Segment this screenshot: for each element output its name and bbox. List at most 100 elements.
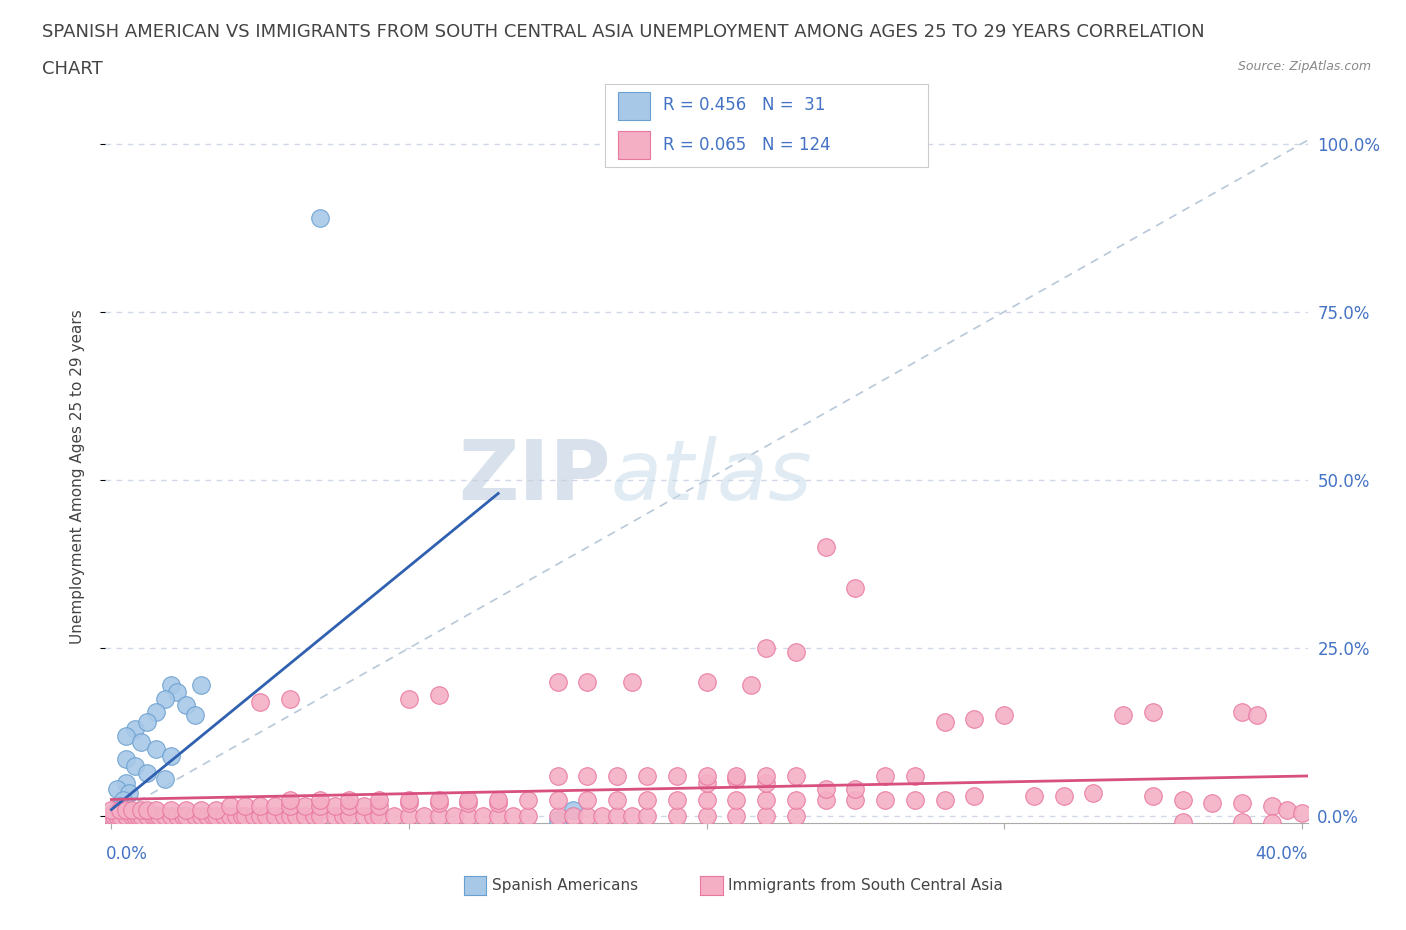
- Point: [1261, 799, 1284, 814]
- Point: [427, 688, 450, 703]
- Point: [547, 768, 569, 783]
- Point: [127, 809, 149, 824]
- Point: [145, 803, 167, 817]
- Point: [1201, 795, 1223, 810]
- Point: [105, 782, 128, 797]
- Point: [219, 799, 242, 814]
- Point: [233, 799, 256, 814]
- Point: [398, 795, 420, 810]
- Point: [695, 792, 717, 807]
- Point: [606, 809, 628, 824]
- Point: [115, 751, 138, 766]
- Point: [1230, 795, 1253, 810]
- Point: [486, 809, 509, 824]
- Point: [153, 772, 176, 787]
- Point: [576, 792, 599, 807]
- Point: [814, 539, 837, 554]
- Point: [323, 799, 346, 814]
- Point: [368, 799, 391, 814]
- Point: [547, 812, 569, 827]
- Point: [264, 809, 287, 824]
- Point: [339, 792, 361, 807]
- Point: [278, 792, 301, 807]
- Point: [100, 807, 122, 822]
- Point: [427, 809, 450, 824]
- Point: [993, 708, 1015, 723]
- Point: [695, 776, 717, 790]
- Point: [636, 768, 658, 783]
- Point: [457, 795, 479, 810]
- Point: [115, 803, 138, 817]
- Point: [1112, 708, 1135, 723]
- Text: Immigrants from South Central Asia: Immigrants from South Central Asia: [728, 878, 1004, 893]
- Point: [264, 799, 287, 814]
- Point: [695, 674, 717, 689]
- FancyBboxPatch shape: [617, 92, 650, 120]
- Point: [249, 799, 271, 814]
- Point: [166, 809, 188, 824]
- Point: [725, 768, 748, 783]
- Point: [427, 795, 450, 810]
- Point: [368, 792, 391, 807]
- Point: [785, 792, 807, 807]
- Point: [225, 809, 247, 824]
- Point: [785, 644, 807, 659]
- Point: [294, 799, 316, 814]
- Point: [308, 792, 330, 807]
- Point: [1052, 789, 1074, 804]
- Point: [576, 768, 599, 783]
- Point: [243, 809, 266, 824]
- Point: [100, 803, 122, 817]
- Point: [1083, 785, 1105, 800]
- Point: [278, 809, 301, 824]
- Point: [934, 715, 956, 730]
- Point: [308, 799, 330, 814]
- Point: [665, 809, 688, 824]
- Point: [814, 782, 837, 797]
- Point: [621, 809, 644, 824]
- Point: [112, 792, 135, 807]
- Point: [398, 691, 420, 706]
- Point: [1261, 816, 1284, 830]
- Point: [249, 809, 271, 824]
- Point: [121, 803, 143, 817]
- Point: [665, 768, 688, 783]
- Point: [103, 809, 125, 824]
- Point: [105, 803, 128, 817]
- Point: [100, 809, 122, 824]
- Text: atlas: atlas: [610, 436, 813, 517]
- Point: [486, 792, 509, 807]
- Point: [486, 795, 509, 810]
- Point: [103, 805, 125, 820]
- Point: [398, 809, 420, 824]
- Point: [785, 768, 807, 783]
- Point: [115, 809, 138, 824]
- Point: [115, 728, 138, 743]
- Point: [412, 809, 434, 824]
- Point: [1142, 705, 1164, 720]
- Point: [332, 809, 354, 824]
- Point: [115, 809, 138, 824]
- Point: [844, 580, 866, 595]
- Text: 0.0%: 0.0%: [105, 845, 148, 863]
- Point: [121, 809, 143, 824]
- Point: [1246, 708, 1268, 723]
- Point: [725, 809, 748, 824]
- Point: [576, 809, 599, 824]
- Point: [110, 809, 132, 824]
- Point: [963, 789, 986, 804]
- Y-axis label: Unemployment Among Ages 25 to 29 years: Unemployment Among Ages 25 to 29 years: [70, 310, 84, 644]
- Point: [398, 792, 420, 807]
- Point: [904, 792, 927, 807]
- Point: [339, 809, 361, 824]
- Point: [302, 809, 325, 824]
- Point: [963, 711, 986, 726]
- Point: [172, 809, 194, 824]
- Point: [561, 809, 583, 824]
- Point: [136, 715, 159, 730]
- Point: [339, 799, 361, 814]
- Point: [233, 809, 256, 824]
- Point: [124, 809, 146, 824]
- Text: Spanish Americans: Spanish Americans: [492, 878, 638, 893]
- FancyBboxPatch shape: [617, 131, 650, 159]
